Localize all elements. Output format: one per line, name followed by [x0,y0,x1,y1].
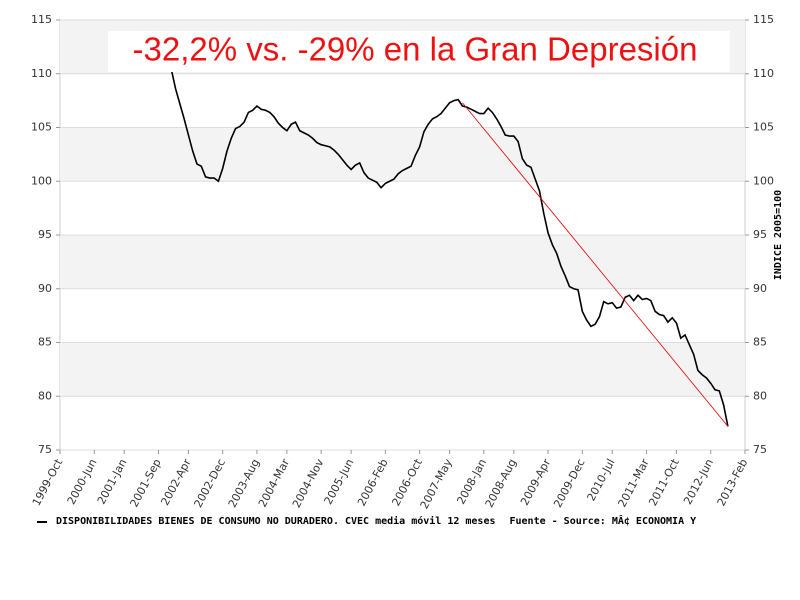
y-tick-label: 95 [38,228,52,241]
series-line [170,69,729,427]
grid-band [60,235,745,289]
x-tick-label: 2001-Jan [95,457,130,507]
y-tick-label: 85 [38,336,52,349]
y2-tick-label: 105 [753,121,774,134]
y-tick-label: 80 [38,389,52,402]
y-tick-label: 115 [31,13,52,26]
y-tick-label: 110 [31,67,52,80]
x-tick-label: 1999-Oct [30,456,66,508]
grid-band [60,342,745,397]
x-tick-label: 2013-Feb [715,457,751,509]
y2-tick-label: 110 [753,67,774,80]
x-tick-label: 2010-Jul [585,457,618,504]
y2-tick-label: 95 [753,228,767,241]
title-box [108,31,730,72]
y-tick-label: 105 [31,121,52,134]
y2-tick-label: 80 [753,389,767,402]
y-tick-label: 100 [31,174,52,187]
y-tick-label: 90 [38,282,52,295]
chart-title: -32,2% vs. -29% en la Gran Depresión [133,31,698,68]
plot [170,69,729,427]
x-tick-label: 2004-Nov [290,456,327,510]
x-tick-label: 2011-Oct [646,456,682,508]
legend-label: DISPONIBILIDADES BIENES DE CONSUMO NO DU… [56,515,496,527]
y2-tick-label: 90 [753,282,767,295]
x-tick-label: 2009-Dec [551,457,587,510]
y2-tick-label: 75 [753,443,767,456]
y-tick-label: 75 [38,443,52,456]
x-tick-label: 2006-Feb [355,457,391,509]
x-tick-label: 2005-Jun [322,457,357,507]
y2-tick-label: 100 [753,174,774,187]
grid-band [60,127,745,182]
y2-tick-label: 115 [753,13,774,26]
x-tick-label: 2008-Jan [454,457,489,507]
x-tick-label: 2009-Apr [518,456,554,507]
y2-tick-label: 85 [753,336,767,349]
x-tick-label: 2012-Jun [681,457,716,507]
source: Fuente - Source: MÂ¢ ECONOMIA Y [510,514,697,527]
x-tick-label: 2002-Apr [158,456,194,507]
x-tick-label: 2002-Dec [192,457,228,510]
trend-line [462,102,729,427]
y2-axis-label: INDICE 2005=100 [773,190,784,280]
